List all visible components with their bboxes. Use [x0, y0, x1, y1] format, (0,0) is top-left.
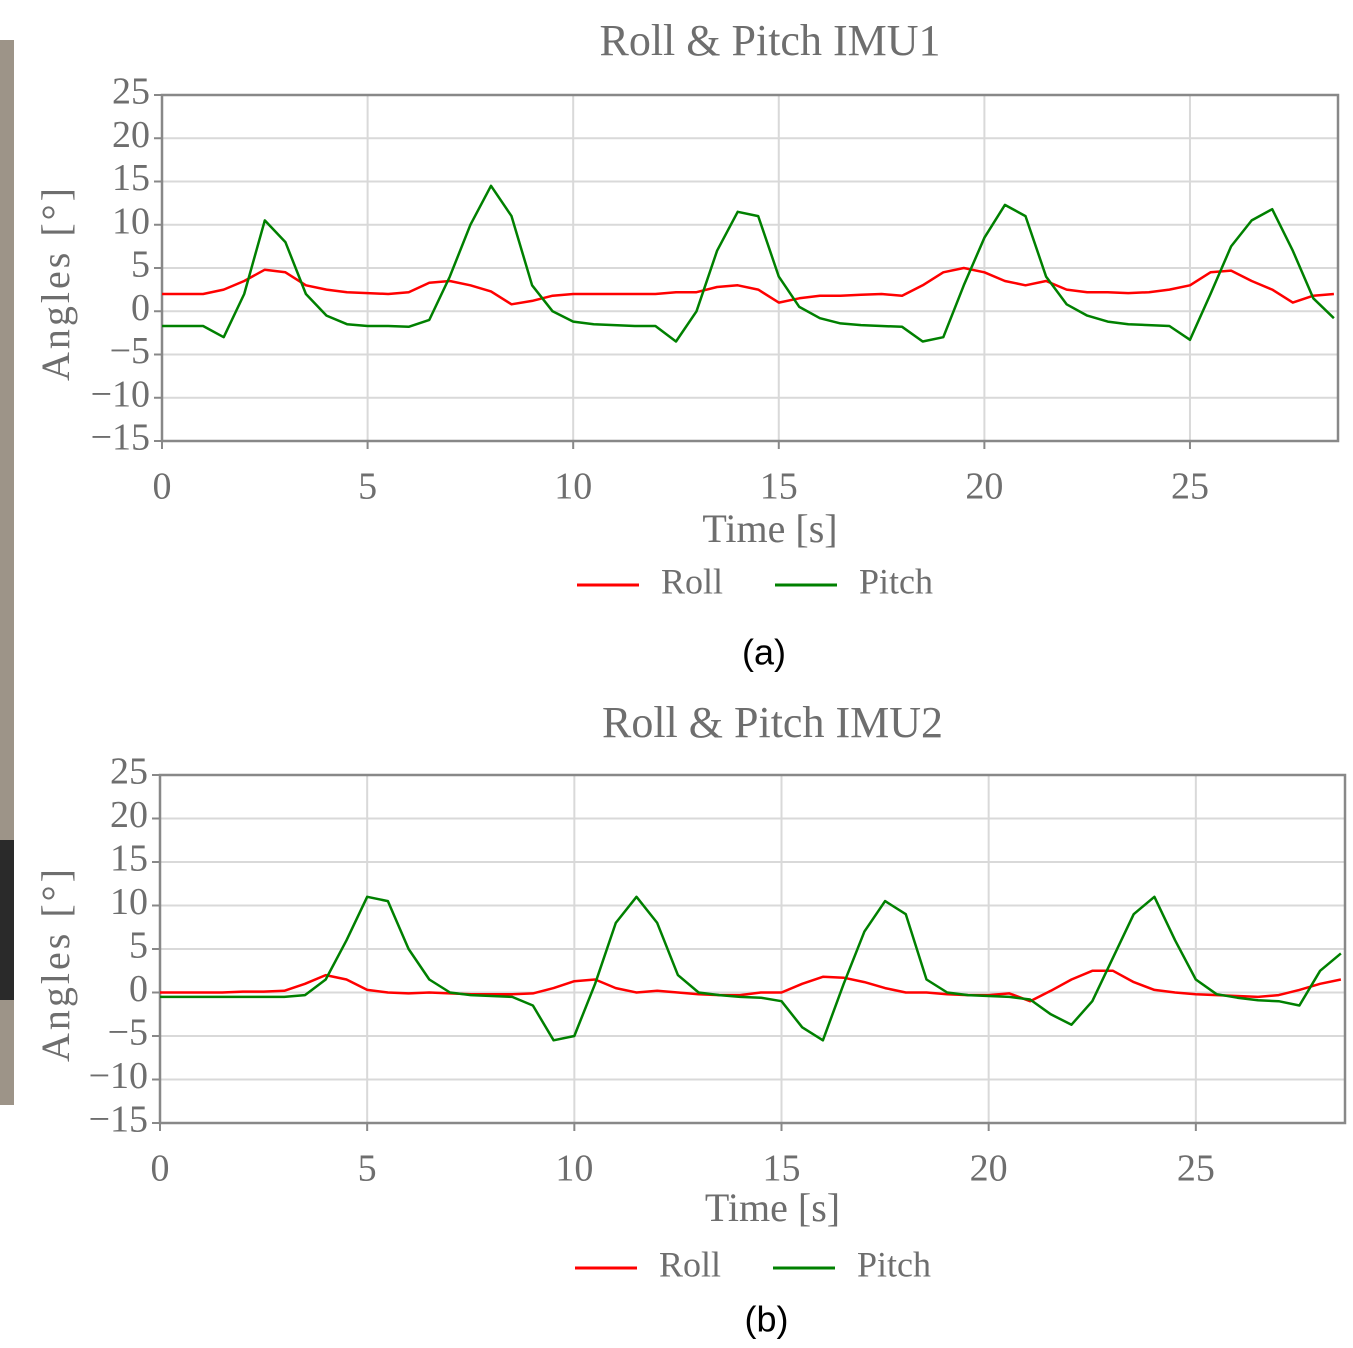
- y-tick-label: 20: [110, 794, 148, 836]
- y-tick-label: 10: [112, 200, 150, 242]
- x-tick-label: 0: [153, 466, 172, 508]
- y-axis-label: Angles [°]: [33, 866, 78, 1062]
- caption: (a): [742, 632, 786, 673]
- y-tick-label: 20: [112, 114, 150, 156]
- y-axis-label: Angles [°]: [33, 185, 78, 381]
- x-tick-label: 15: [760, 466, 798, 508]
- x-tick-label: 20: [970, 1148, 1008, 1190]
- y-tick-label: 0: [131, 287, 150, 329]
- chart-title: Roll & Pitch IMU2: [602, 698, 943, 747]
- y-tick-label: 15: [112, 157, 150, 199]
- x-tick-label: 0: [151, 1148, 170, 1190]
- y-tick-label: 25: [112, 71, 150, 113]
- x-tick-label: 10: [555, 1148, 593, 1190]
- series-line: [162, 266, 1335, 306]
- y-tick-label: −15: [91, 417, 150, 459]
- x-tick-label: 5: [358, 466, 377, 508]
- y-tick-label: 25: [110, 751, 148, 793]
- series-line: [160, 969, 1342, 1003]
- caption: (b): [745, 1299, 789, 1340]
- y-tick-label: 15: [110, 838, 148, 880]
- legend-label: Roll: [659, 1244, 721, 1284]
- y-tick-label: 5: [131, 244, 150, 286]
- chart-title: Roll & Pitch IMU1: [599, 16, 940, 65]
- x-tick-label: 5: [358, 1148, 377, 1190]
- legend-label: Roll: [661, 561, 723, 601]
- y-tick-label: −10: [91, 373, 150, 415]
- y-tick-label: −5: [108, 1012, 148, 1054]
- series-line: [162, 184, 1335, 343]
- x-tick-label: 10: [554, 466, 592, 508]
- x-tick-label: 20: [965, 466, 1003, 508]
- x-tick-label: 25: [1171, 466, 1209, 508]
- x-tick-label: 25: [1177, 1148, 1215, 1190]
- series-line: [160, 895, 1342, 1042]
- y-tick-label: −5: [110, 330, 150, 372]
- x-axis-label: Time [s]: [702, 506, 837, 551]
- y-tick-label: 10: [110, 881, 148, 923]
- x-tick-label: 15: [763, 1148, 801, 1190]
- y-tick-label: 5: [129, 925, 148, 967]
- plot-frame: [158, 773, 1347, 1125]
- legend-label: Pitch: [857, 1244, 931, 1284]
- y-tick-label: 0: [129, 968, 148, 1010]
- legend-label: Pitch: [859, 561, 933, 601]
- photo-edge-dark: [0, 840, 14, 1000]
- photo-edge: [0, 40, 14, 1105]
- y-tick-label: −10: [89, 1055, 148, 1097]
- x-axis-label: Time [s]: [705, 1185, 840, 1230]
- y-tick-label: −15: [89, 1099, 148, 1141]
- plot-frame: [160, 93, 1340, 443]
